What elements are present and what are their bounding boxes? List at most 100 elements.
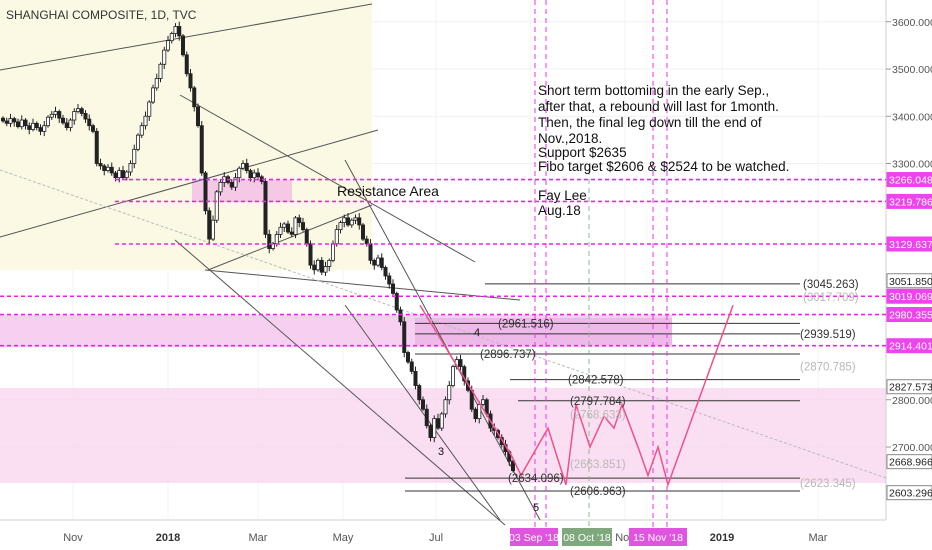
level-label-5: (2870.785) [800, 361, 856, 373]
candle-body-24 [91, 125, 96, 132]
candle-body-117 [439, 413, 444, 429]
price-badges: 3266.048 3219.786 3129.637 3051.850 3019.069… [886, 172, 932, 501]
time-label-0: Nov [63, 532, 83, 544]
annotation-date: Aug.18 [538, 203, 581, 218]
candle-body-40 [150, 87, 155, 103]
candle-body-42 [158, 63, 163, 79]
candle-body-16 [61, 117, 66, 124]
candle-body-1 [4, 120, 9, 124]
annotation-line-3: Then, the final leg down till the end of [538, 115, 762, 130]
level-label-10: (2634.096) [508, 473, 564, 485]
candle-body-49 [184, 54, 189, 75]
level-labels: (3045.263)(3017.709) (2961.516) (2939.519)… [480, 279, 859, 498]
candle-body-29 [109, 166, 114, 174]
candle-body-26 [98, 163, 103, 167]
date-badge-bg-2 [629, 528, 687, 546]
candle-body-27 [102, 165, 107, 171]
candle-body-7 [27, 125, 32, 130]
candle-body-106 [398, 309, 403, 323]
candle-body-74 [278, 226, 283, 235]
pitchfork-zone [0, 0, 372, 270]
time-label-1: 2018 [156, 532, 180, 544]
candle-body-97 [364, 238, 369, 245]
candle-body-57 [214, 191, 219, 221]
level-label-11: (2623.345) [800, 478, 856, 490]
level-label-12: (2606.963) [570, 486, 626, 498]
candle-body-31 [117, 170, 122, 179]
candle-body-126 [473, 408, 478, 420]
resistance-label: Resistance Area [337, 183, 439, 199]
candle-body-5 [19, 119, 24, 128]
candle-body-21 [79, 108, 84, 114]
annotation-line-4: Nov.,2018. [538, 131, 602, 146]
price-badge-7: 2827.573 [889, 382, 932, 394]
price-badge-6: 2914.401 [889, 341, 932, 353]
time-label-2: Mar [249, 532, 268, 544]
candle-body-4 [15, 121, 20, 128]
candle-body-58 [218, 181, 223, 193]
candle-body-95 [357, 217, 362, 226]
support-zone [0, 388, 886, 483]
channel-top-line [0, 3, 373, 71]
price-badge-bg-4 [886, 288, 932, 304]
candle-body-32 [121, 170, 126, 179]
candle-body-110 [413, 370, 418, 386]
candle-body-86 [323, 266, 328, 273]
price-tick-label-1: 2800.000 [892, 395, 932, 407]
candle-body-65 [244, 163, 249, 171]
candle-body-2 [8, 118, 13, 124]
candle-body-30 [113, 172, 118, 179]
candle-body-68 [255, 172, 260, 178]
annotation-line-2: after that, a rebound will last for 1mon… [538, 99, 779, 114]
candle-body-0 [0, 117, 6, 122]
level-label-9: (2663.851) [570, 459, 626, 471]
time-label-7: 2019 [710, 532, 734, 544]
level-label-7: (2797.784) [570, 396, 626, 408]
candle-body-53 [199, 125, 204, 174]
candle-body-93 [349, 219, 354, 226]
level-label-1: (3017.709) [803, 292, 859, 304]
level-label-6: (2842.578) [568, 375, 624, 387]
price-badge-2: 3129.637 [889, 239, 932, 251]
candle-body-88 [330, 243, 335, 261]
candle-body-89 [334, 229, 339, 245]
candle-body-56 [210, 219, 215, 240]
level-label-8: (2768.633) [570, 410, 626, 422]
candle-body-119 [447, 385, 452, 401]
candle-body-25 [94, 130, 99, 164]
candle-body-77 [289, 231, 294, 235]
candle-body-99 [372, 259, 377, 266]
candle-body-73 [274, 233, 279, 245]
level-label-0: (3045.263) [803, 279, 859, 291]
price-tick-label-4: 3500.000 [892, 64, 932, 76]
levels [0, 178, 886, 492]
candle-body-122 [458, 359, 463, 368]
candle-body-54 [203, 172, 208, 212]
price-axis: 2700.000 2800.000 3300.000 3400.000 3500.000… [886, 17, 932, 454]
annotation-author: Fay Lee [538, 188, 587, 203]
candle-body-52 [195, 106, 200, 127]
candle-body-55 [207, 210, 212, 240]
price-badge-bg-0 [886, 172, 932, 188]
price-badge-bg-8 [886, 454, 932, 470]
level-label-2: (2961.516) [498, 318, 554, 330]
candle-body-51 [192, 87, 197, 108]
candle-body-91 [342, 217, 347, 223]
candle-body-80 [300, 222, 305, 231]
candle-body-83 [312, 264, 317, 271]
candle-body-13 [49, 113, 54, 118]
candle-body-22 [83, 113, 88, 120]
candle-body-115 [432, 418, 437, 438]
candle-body-98 [368, 243, 373, 261]
price-badge-bg-3 [886, 273, 932, 289]
price-tick-label-5: 3600.000 [892, 17, 932, 29]
candle-body-79 [297, 217, 302, 223]
date-badge-0: 03 Sep '18 [509, 532, 559, 544]
candle-body-11 [42, 125, 47, 132]
candle-body-23 [87, 118, 92, 127]
candle-body-18 [68, 119, 73, 128]
candle-body-112 [420, 399, 425, 410]
candle-body-66 [248, 170, 253, 179]
